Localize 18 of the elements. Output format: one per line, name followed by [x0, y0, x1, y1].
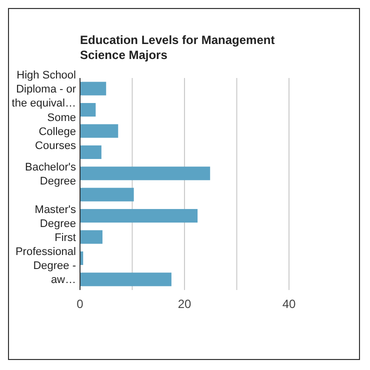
bar — [80, 272, 172, 286]
x-tick-label: 20 — [178, 297, 192, 311]
bar — [80, 166, 210, 180]
bar — [80, 82, 106, 96]
bar — [80, 230, 102, 244]
bar — [80, 209, 198, 223]
bar — [80, 145, 102, 159]
bar — [80, 103, 96, 117]
bar — [80, 124, 118, 138]
y-tick-label: Master's Degree — [34, 204, 76, 230]
x-tick-label: 0 — [76, 297, 84, 311]
y-tick-label: First Professional Degree - aw… — [15, 232, 76, 286]
y-tick-label: Bachelor's Degree — [24, 161, 76, 188]
y-tick-label: Some College Courses — [35, 112, 76, 152]
chart-title: Education Levels for Management Science Majors — [80, 33, 275, 62]
x-tick-label: 40 — [282, 297, 296, 311]
y-tick-label: High School Diploma - or the equival… — [12, 70, 76, 110]
bar — [80, 188, 134, 202]
